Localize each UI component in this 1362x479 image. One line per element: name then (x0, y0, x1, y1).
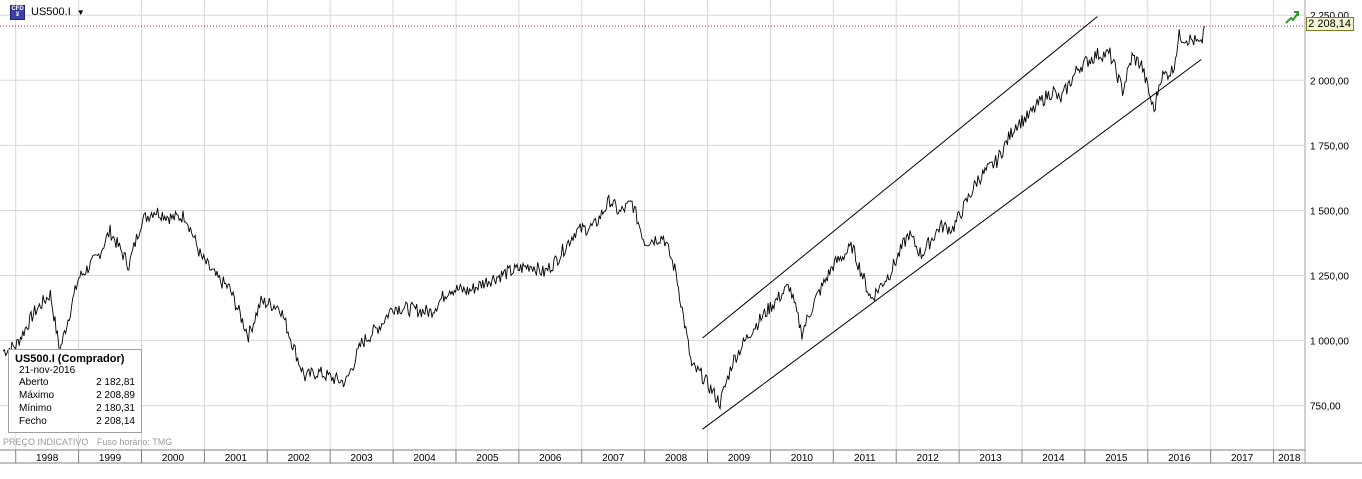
info-row-open: Aberto 2 182,81 (15, 376, 135, 389)
info-row-close: Fecho 2 208,14 (15, 415, 135, 428)
price-series (2, 25, 1205, 411)
last-price-tag: 2 208,14 (1306, 17, 1354, 31)
y-tick-label: 2 250,00 (1310, 11, 1349, 22)
x-tick-label: 2017 (1231, 453, 1254, 464)
x-tick-label: 2007 (602, 453, 625, 464)
trend-up-icon[interactable] (1285, 10, 1299, 24)
info-value: 2 208,14 (96, 416, 135, 427)
y-tick-label: 2 000,00 (1310, 76, 1349, 87)
x-tick-label: 2000 (162, 453, 185, 464)
x-tick-label: 2013 (979, 453, 1002, 464)
x-tick-label: 2005 (476, 453, 499, 464)
info-row-high: Máximo 2 208,89 (15, 389, 135, 402)
x-tick-label: 2012 (917, 453, 940, 464)
y-tick-label: 1 250,00 (1310, 272, 1349, 283)
x-tick-label: 2008 (665, 453, 688, 464)
chevron-down-icon[interactable]: ▼ (76, 7, 85, 17)
x-tick-label: 2009 (728, 453, 751, 464)
plot-area (0, 0, 1305, 450)
x-tick-label: 2003 (351, 453, 374, 464)
trend-line-lower (702, 59, 1202, 430)
chart-axes: 750,00 1 000,00 1 250,00 1 500,00 1 750,00 2 … (0, 11, 1362, 464)
chart-footer: PREÇO INDICATIVO Fuso horário: TMG (3, 437, 178, 447)
symbol-label: US500.I (31, 6, 71, 18)
info-date: 21-nov-2016 (19, 365, 76, 376)
info-label: Fecho (19, 416, 47, 427)
info-value: 2 208,89 (96, 390, 135, 401)
timezone-label: Fuso horário: TMG (96, 437, 173, 447)
x-tick-label: 2014 (1042, 453, 1065, 464)
y-tick-label: 1 000,00 (1310, 337, 1349, 348)
info-value: 2 180,31 (96, 403, 135, 414)
x-tick-label: 2006 (539, 453, 562, 464)
y-tick-label: 750,00 (1310, 402, 1341, 413)
trend-channel (702, 16, 1202, 430)
chart-grid (0, 0, 1306, 463)
x-tick-label: 1999 (99, 453, 122, 464)
y-tick-label: 1 500,00 (1310, 206, 1349, 217)
x-tick-label: 2016 (1168, 453, 1191, 464)
info-title: US500.I (Comprador) (15, 353, 125, 365)
cfd-icon: CFD ¥ (10, 4, 25, 20)
x-tick-label: 2018 (1278, 453, 1301, 464)
symbol-header[interactable]: CFD ¥ US500.I ▼ (0, 0, 85, 24)
x-tick-label: 2015 (1105, 453, 1128, 464)
info-label: Máximo (19, 390, 55, 401)
info-label: Mínimo (19, 403, 52, 414)
ohlc-info-box: US500.I (Comprador) 21-nov-2016 Aberto 2… (8, 349, 142, 433)
x-tick-label: 1998 (36, 453, 59, 464)
trend-line-upper (702, 16, 1098, 339)
x-tick-label: 2011 (854, 453, 876, 464)
info-label: Aberto (19, 377, 49, 388)
y-tick-label: 1 750,00 (1310, 141, 1349, 152)
x-tick-label: 2010 (791, 453, 814, 464)
price-line (2, 25, 1205, 411)
info-value: 2 182,81 (96, 377, 135, 388)
price-type-label: PREÇO INDICATIVO (3, 437, 89, 447)
x-tick-label: 2001 (225, 453, 248, 464)
x-tick-label: 2004 (413, 453, 436, 464)
info-row-low: Mínimo 2 180,31 (15, 402, 135, 415)
x-tick-label: 2002 (288, 453, 311, 464)
